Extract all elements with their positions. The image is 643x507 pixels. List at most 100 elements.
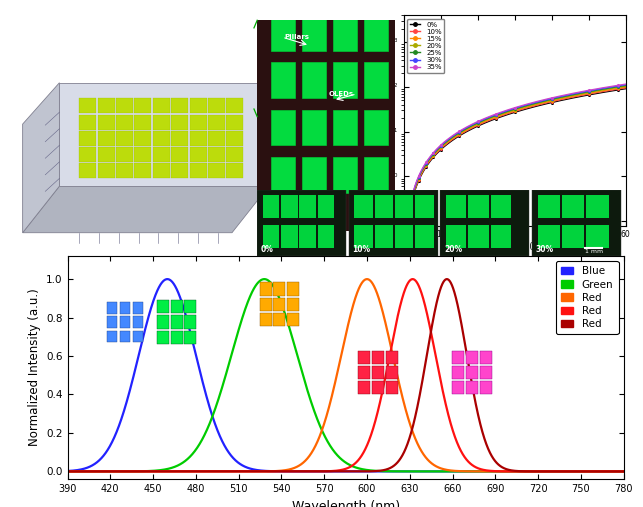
Green — [301, 380, 309, 386]
Polygon shape — [532, 190, 621, 256]
Polygon shape — [170, 300, 183, 313]
Polygon shape — [226, 98, 243, 113]
Polygon shape — [116, 163, 133, 178]
Polygon shape — [273, 298, 285, 311]
Polygon shape — [260, 313, 271, 326]
Polygon shape — [386, 351, 398, 364]
Polygon shape — [453, 366, 464, 379]
Polygon shape — [300, 195, 316, 219]
Polygon shape — [260, 282, 271, 296]
X-axis label: Wavelength (nm): Wavelength (nm) — [291, 499, 400, 507]
Polygon shape — [79, 163, 96, 178]
Polygon shape — [170, 315, 183, 329]
Polygon shape — [354, 195, 373, 219]
X-axis label: Current Density (mA/cm²): Current Density (mA/cm²) — [460, 242, 569, 251]
Line: Red: Red — [68, 279, 624, 472]
Red — [620, 468, 628, 475]
Polygon shape — [415, 195, 434, 219]
Polygon shape — [386, 366, 398, 379]
Green — [277, 299, 285, 305]
Polygon shape — [281, 195, 298, 219]
Polygon shape — [153, 98, 170, 113]
Polygon shape — [365, 62, 388, 98]
Polygon shape — [318, 195, 334, 219]
Polygon shape — [480, 366, 493, 379]
Green — [549, 468, 557, 475]
Polygon shape — [480, 381, 493, 394]
Polygon shape — [190, 163, 206, 178]
Blue — [160, 277, 168, 283]
Blue — [64, 468, 71, 474]
Red — [609, 468, 617, 475]
Polygon shape — [538, 225, 560, 248]
Text: 30%: 30% — [536, 245, 554, 254]
Polygon shape — [257, 20, 395, 231]
Polygon shape — [23, 186, 269, 233]
Polygon shape — [134, 147, 151, 162]
Polygon shape — [134, 163, 151, 178]
Polygon shape — [208, 131, 225, 146]
Polygon shape — [446, 195, 466, 219]
Red — [301, 458, 309, 464]
Text: 1 mm: 1 mm — [585, 249, 603, 255]
Polygon shape — [466, 381, 478, 394]
Polygon shape — [333, 110, 357, 146]
Red — [127, 468, 135, 475]
Polygon shape — [395, 225, 413, 248]
Green — [260, 276, 268, 282]
Text: 20%: 20% — [444, 245, 462, 254]
Polygon shape — [287, 298, 300, 311]
Polygon shape — [562, 225, 584, 248]
Polygon shape — [260, 298, 271, 311]
Polygon shape — [132, 302, 143, 314]
Green — [64, 468, 71, 475]
Green — [160, 466, 168, 473]
Polygon shape — [171, 147, 188, 162]
Polygon shape — [562, 195, 584, 219]
Polygon shape — [358, 366, 370, 379]
Polygon shape — [120, 331, 131, 342]
Polygon shape — [107, 302, 117, 314]
Polygon shape — [79, 98, 96, 113]
Polygon shape — [300, 225, 316, 248]
Red — [620, 468, 628, 475]
Text: Patterned SU-8 substrate: Patterned SU-8 substrate — [264, 215, 331, 220]
Polygon shape — [586, 195, 608, 219]
Polygon shape — [190, 115, 206, 130]
Polygon shape — [491, 195, 511, 219]
Blue — [127, 383, 135, 389]
Red — [609, 468, 617, 475]
Polygon shape — [273, 313, 285, 326]
Polygon shape — [453, 351, 464, 364]
Polygon shape — [365, 15, 388, 51]
Polygon shape — [271, 110, 294, 146]
Legend: Blue, Green, Red, Red, Red: Blue, Green, Red, Red, Red — [556, 261, 619, 334]
Polygon shape — [98, 131, 114, 146]
Polygon shape — [302, 62, 325, 98]
Polygon shape — [302, 157, 325, 193]
Polygon shape — [208, 147, 225, 162]
Polygon shape — [271, 62, 294, 98]
Polygon shape — [287, 282, 300, 296]
Polygon shape — [358, 351, 370, 364]
Red — [443, 276, 451, 282]
Blue — [549, 468, 557, 475]
Polygon shape — [208, 98, 225, 113]
Polygon shape — [190, 98, 206, 113]
Polygon shape — [466, 351, 478, 364]
Polygon shape — [372, 351, 384, 364]
Polygon shape — [365, 110, 388, 146]
Red — [549, 468, 557, 475]
Polygon shape — [153, 163, 170, 178]
Red — [549, 468, 557, 475]
Text: OLEDs: OLEDs — [329, 91, 354, 97]
Polygon shape — [271, 157, 294, 193]
Blue — [277, 468, 285, 475]
Polygon shape — [98, 147, 114, 162]
Polygon shape — [287, 313, 300, 326]
Polygon shape — [226, 163, 243, 178]
Polygon shape — [116, 131, 133, 146]
Red — [277, 468, 285, 475]
Polygon shape — [372, 366, 384, 379]
Polygon shape — [116, 147, 133, 162]
